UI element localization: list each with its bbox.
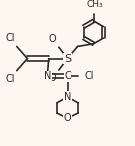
Text: O: O (48, 34, 56, 44)
Text: O: O (64, 113, 71, 123)
Text: Cl: Cl (5, 33, 15, 43)
Text: O: O (48, 73, 56, 83)
Text: Cl: Cl (85, 71, 94, 81)
Text: N: N (64, 92, 71, 102)
Text: CH₃: CH₃ (87, 0, 103, 9)
Text: N: N (44, 71, 51, 81)
Text: C: C (64, 71, 71, 81)
Text: S: S (64, 54, 71, 64)
Text: Cl: Cl (5, 74, 15, 84)
